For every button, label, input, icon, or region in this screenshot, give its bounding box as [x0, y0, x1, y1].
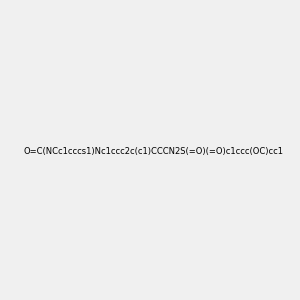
Text: O=C(NCc1cccs1)Nc1ccc2c(c1)CCCN2S(=O)(=O)c1ccc(OC)cc1: O=C(NCc1cccs1)Nc1ccc2c(c1)CCCN2S(=O)(=O)…: [24, 147, 284, 156]
